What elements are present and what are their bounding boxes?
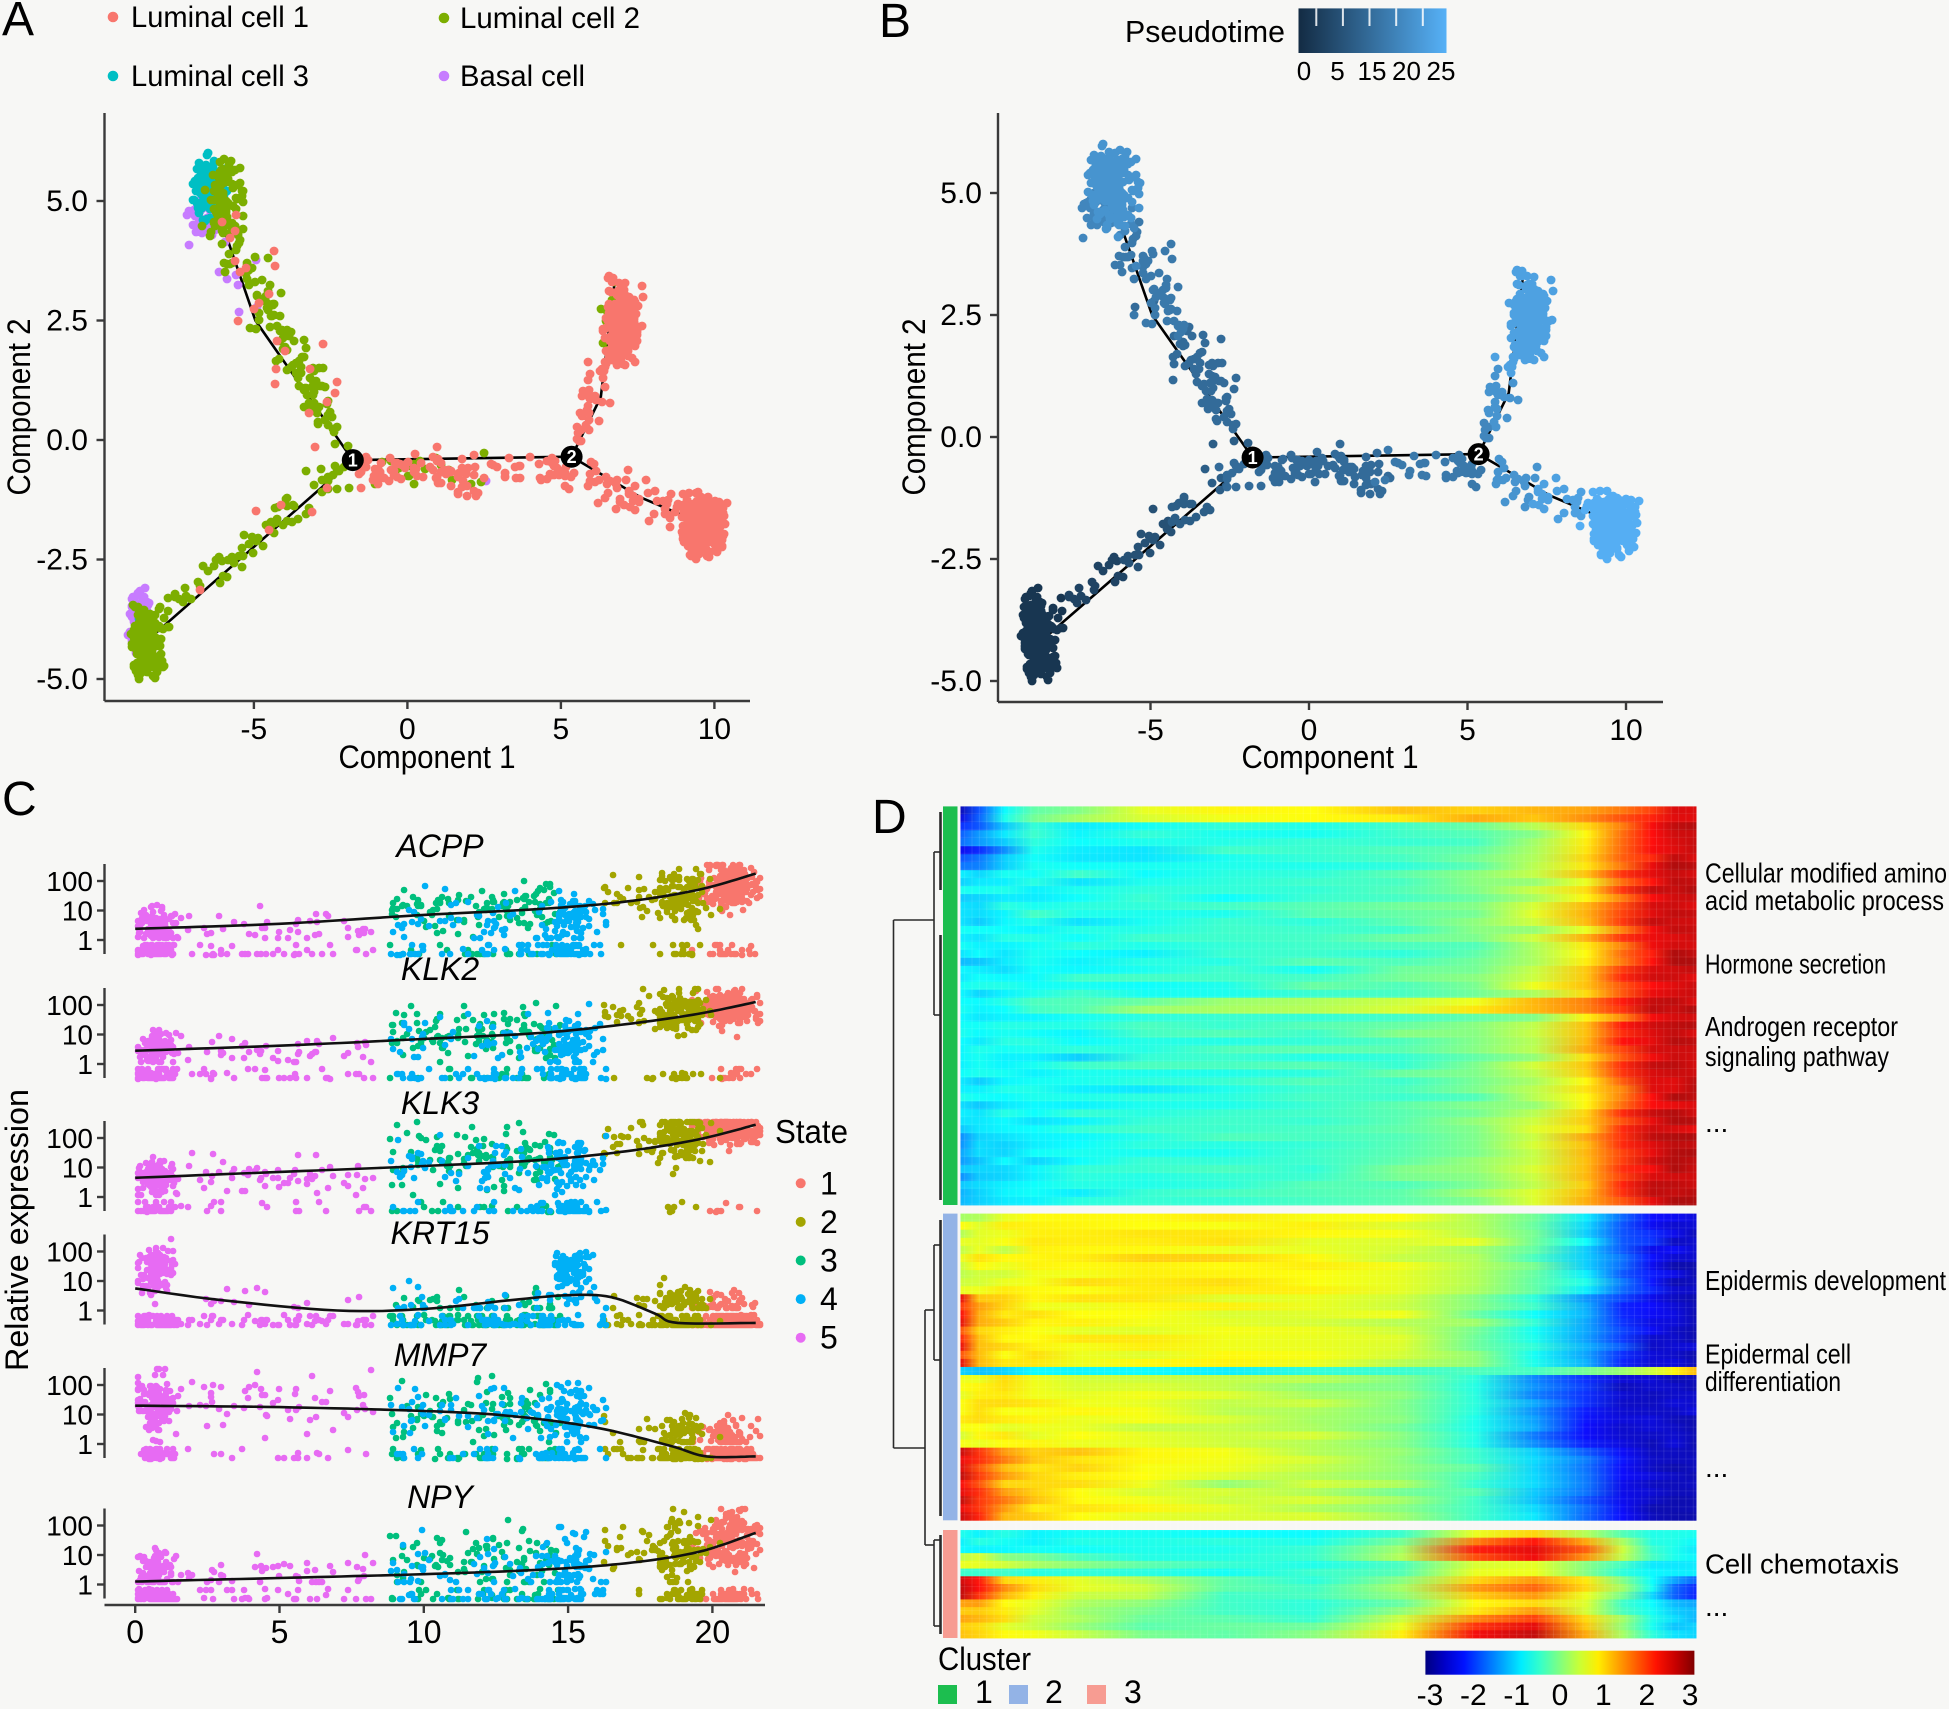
svg-text:Epidermis development: Epidermis development	[1705, 1265, 1946, 1296]
svg-text:10: 10	[406, 1614, 442, 1650]
svg-text:10: 10	[62, 1266, 93, 1297]
svg-text:1: 1	[348, 451, 358, 471]
svg-text:Luminal cell 2: Luminal cell 2	[460, 2, 640, 35]
svg-text:15: 15	[1358, 56, 1387, 86]
svg-text:-2: -2	[1460, 1679, 1487, 1709]
svg-text:Component 2: Component 2	[1, 319, 37, 496]
svg-text:2.5: 2.5	[46, 305, 88, 338]
svg-text:0: 0	[1552, 1679, 1569, 1709]
svg-text:Cluster: Cluster	[938, 1641, 1031, 1677]
svg-text:100: 100	[46, 1370, 93, 1401]
svg-text:0: 0	[1297, 56, 1311, 86]
svg-text:20: 20	[695, 1614, 731, 1650]
svg-text:A: A	[2, 0, 34, 46]
svg-text:10: 10	[1609, 714, 1642, 747]
svg-text:Component 1: Component 1	[1242, 739, 1419, 775]
svg-text:4: 4	[820, 1281, 838, 1317]
svg-text:-5.0: -5.0	[36, 663, 88, 696]
svg-text:Androgen receptor: Androgen receptor	[1705, 1011, 1898, 1042]
svg-text:State: State	[775, 1113, 848, 1150]
svg-text:0: 0	[399, 713, 416, 746]
svg-text:acid metabolic process: acid metabolic process	[1705, 885, 1944, 916]
svg-text:5: 5	[271, 1614, 289, 1650]
svg-text:NPY: NPY	[407, 1479, 475, 1515]
svg-text:C: C	[2, 773, 37, 826]
svg-text:-5: -5	[241, 713, 268, 746]
svg-text:5: 5	[1330, 56, 1344, 86]
svg-text:Luminal cell 3: Luminal cell 3	[131, 60, 309, 93]
svg-text:5: 5	[1459, 714, 1476, 747]
svg-text:Epidermal cell: Epidermal cell	[1705, 1339, 1851, 1370]
svg-text:5.0: 5.0	[46, 185, 88, 218]
svg-text:5: 5	[553, 713, 570, 746]
svg-text:MMP7: MMP7	[394, 1337, 488, 1373]
svg-text:0.0: 0.0	[46, 424, 88, 457]
svg-text:5.0: 5.0	[940, 177, 982, 210]
svg-text:-5.0: -5.0	[930, 665, 982, 698]
svg-text:0.0: 0.0	[940, 421, 982, 454]
svg-text:Cellular modified amino: Cellular modified amino	[1705, 858, 1947, 889]
svg-text:-1: -1	[1503, 1679, 1530, 1709]
svg-text:Pseudotime: Pseudotime	[1125, 14, 1285, 49]
svg-text:10: 10	[62, 1540, 93, 1571]
svg-text:1: 1	[77, 1049, 93, 1080]
svg-text:-5: -5	[1137, 714, 1164, 747]
svg-text:Hormone secretion: Hormone secretion	[1705, 949, 1886, 980]
svg-text:5: 5	[820, 1320, 838, 1356]
svg-text:Basal cell: Basal cell	[460, 60, 585, 93]
svg-text:3: 3	[820, 1243, 838, 1279]
svg-text:1: 1	[77, 925, 93, 956]
svg-text:2: 2	[1638, 1679, 1655, 1709]
svg-text:100: 100	[46, 866, 93, 897]
svg-text:1: 1	[1248, 448, 1258, 468]
svg-text:1: 1	[77, 1570, 93, 1601]
svg-text:-3: -3	[1417, 1679, 1444, 1709]
svg-text:3: 3	[1124, 1674, 1142, 1709]
svg-text:100: 100	[46, 1123, 93, 1154]
svg-text:B: B	[879, 0, 911, 48]
svg-text:Relative expression: Relative expression	[0, 1089, 35, 1371]
svg-text:100: 100	[46, 1237, 93, 1268]
svg-text:KLK2: KLK2	[401, 951, 479, 987]
svg-text:1: 1	[77, 1429, 93, 1460]
svg-text:-2.5: -2.5	[36, 544, 88, 577]
svg-text:D: D	[872, 791, 907, 844]
svg-text:-2.5: -2.5	[930, 543, 982, 576]
svg-text:0: 0	[126, 1614, 144, 1650]
svg-text:1: 1	[77, 1182, 93, 1213]
svg-text:10: 10	[62, 896, 93, 927]
svg-text:ACPP: ACPP	[394, 828, 484, 864]
svg-text:2: 2	[1045, 1674, 1063, 1709]
svg-text:100: 100	[46, 990, 93, 1021]
svg-text:Luminal cell 1: Luminal cell 1	[131, 1, 309, 34]
svg-text:0: 0	[1301, 714, 1318, 747]
svg-text:2: 2	[820, 1204, 838, 1240]
svg-text:10: 10	[62, 1020, 93, 1051]
svg-text:100: 100	[46, 1511, 93, 1542]
svg-text:3: 3	[1682, 1679, 1699, 1709]
svg-text:KRT15: KRT15	[390, 1215, 489, 1251]
svg-text:Component 1: Component 1	[339, 739, 516, 775]
svg-text:...: ...	[1705, 1452, 1728, 1483]
svg-text:Cell chemotaxis: Cell chemotaxis	[1705, 1548, 1899, 1579]
svg-text:25: 25	[1427, 56, 1456, 86]
svg-text:2.5: 2.5	[940, 299, 982, 332]
svg-text:Component 2: Component 2	[896, 319, 932, 496]
svg-text:10: 10	[698, 713, 731, 746]
svg-text:signaling pathway: signaling pathway	[1705, 1041, 1889, 1072]
svg-text:10: 10	[62, 1153, 93, 1184]
svg-text:differentiation: differentiation	[1705, 1366, 1841, 1397]
svg-text:1: 1	[77, 1296, 93, 1327]
svg-text:1: 1	[975, 1674, 993, 1709]
svg-text:20: 20	[1392, 56, 1421, 86]
svg-text:2: 2	[567, 447, 577, 467]
svg-text:10: 10	[62, 1400, 93, 1431]
svg-text:1: 1	[820, 1165, 838, 1201]
svg-text:...: ...	[1705, 1107, 1728, 1138]
svg-text:KLK3: KLK3	[401, 1085, 479, 1121]
svg-text:15: 15	[550, 1614, 586, 1650]
svg-text:2: 2	[1474, 445, 1484, 465]
svg-text:...: ...	[1705, 1591, 1728, 1622]
svg-text:1: 1	[1595, 1679, 1612, 1709]
